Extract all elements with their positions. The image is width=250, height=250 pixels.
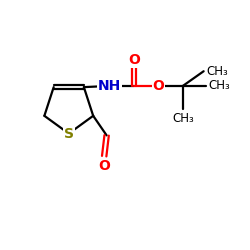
Text: CH₃: CH₃	[206, 65, 228, 78]
Text: O: O	[128, 53, 140, 67]
Text: O: O	[98, 158, 110, 172]
Text: O: O	[152, 79, 164, 93]
Text: S: S	[64, 126, 74, 140]
Text: NH: NH	[98, 79, 121, 93]
Text: CH₃: CH₃	[172, 112, 194, 125]
Text: CH₃: CH₃	[208, 80, 230, 92]
